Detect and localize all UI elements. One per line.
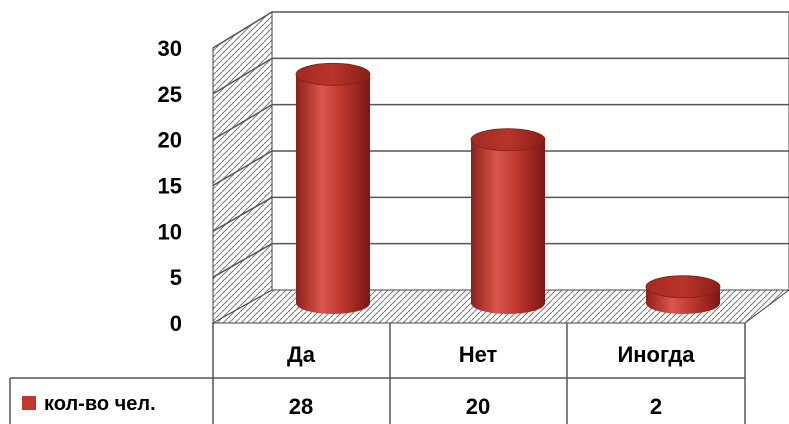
data-value: 20 <box>466 394 490 419</box>
gridline-side <box>212 104 273 141</box>
bar-body <box>471 139 545 314</box>
y-tick-label: 10 <box>158 219 182 244</box>
gridline-side <box>212 150 273 187</box>
category-label: Иногда <box>617 342 695 367</box>
data-value: 28 <box>289 394 313 419</box>
bar-2 <box>470 128 546 314</box>
bar-top <box>470 128 546 152</box>
data-table: Да Нет Иногда 28 20 2 кол-во чел. <box>9 323 746 424</box>
gridline-side <box>212 11 273 49</box>
y-tick-label: 5 <box>170 265 182 290</box>
y-tick-label: 20 <box>158 128 182 153</box>
y-tick-label: 0 <box>170 311 182 336</box>
bar-1 <box>295 62 371 314</box>
y-axis: 0 5 10 15 20 25 30 <box>158 36 182 336</box>
legend-swatch <box>22 396 36 410</box>
bar-top <box>645 275 721 299</box>
category-label: Нет <box>459 342 498 367</box>
bar-body <box>296 74 370 314</box>
table-cells: Да Нет Иногда 28 20 2 <box>287 342 695 419</box>
legend-label: кол-во чел. <box>44 393 156 415</box>
y-tick-label: 25 <box>158 82 182 107</box>
data-value: 2 <box>650 394 662 419</box>
gridline-side <box>212 243 273 278</box>
gridline-side <box>212 196 273 232</box>
gridline-side <box>212 57 273 95</box>
y-tick-label: 30 <box>158 36 182 61</box>
category-label: Да <box>287 342 316 367</box>
y-tick-label: 15 <box>158 174 182 199</box>
bar-top <box>295 62 371 86</box>
bars <box>295 62 721 314</box>
bar-3 <box>645 275 721 314</box>
